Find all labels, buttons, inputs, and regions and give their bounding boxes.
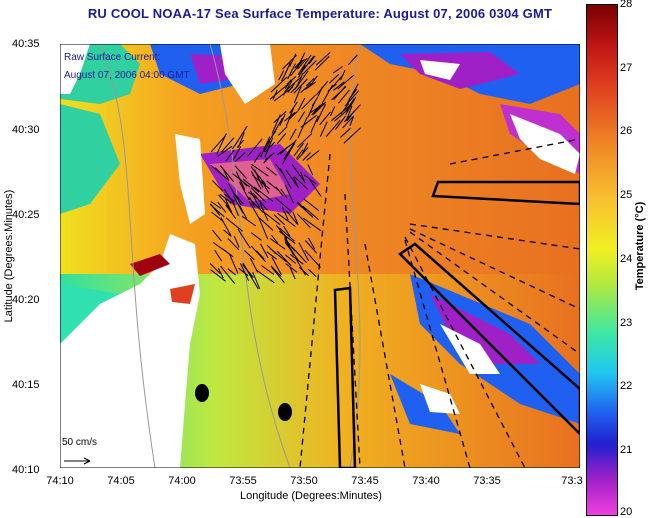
y-tick: 40:20 (12, 294, 40, 306)
colorbar-tick: 26 (620, 125, 633, 137)
x-tick: 73:35 (473, 475, 501, 487)
transect-box-north (431, 180, 580, 206)
colorbar-tick: 25 (620, 189, 633, 201)
y-axis-title: Latitude (Degrees:Minutes) (3, 189, 15, 323)
x-tick: 74:00 (168, 475, 196, 487)
colorbar-tick: 27 (620, 62, 633, 74)
current-vectors (209, 52, 361, 290)
y-tick: 40:30 (12, 124, 40, 136)
colorbar (586, 4, 618, 516)
transect-box-diagonal (398, 242, 580, 436)
colorbar-tick: 20 (620, 506, 633, 518)
colorbar-title: Temperature (°C) (634, 201, 646, 291)
colorbar-tick: 21 (620, 444, 633, 456)
x-tick: 73:40 (412, 475, 440, 487)
colorbar-tick: 23 (620, 317, 633, 329)
current-label: Raw Surface Current: (64, 52, 161, 63)
y-tick: 40:10 (12, 464, 40, 476)
colorbar-tick: 24 (620, 253, 633, 265)
scale-label: 50 cm/s (62, 437, 98, 448)
colorbar-tick: 28 (620, 0, 633, 10)
x-tick: 73:3 (561, 475, 583, 487)
x-axis-title: Longitude (Degrees:Minutes) (240, 490, 382, 502)
x-tick: 73:45 (351, 475, 379, 487)
station-marker (278, 403, 292, 421)
dashed-sector-lines (299, 138, 580, 468)
y-tick: 40:25 (12, 209, 40, 221)
map-overlay (60, 44, 580, 468)
x-tick: 73:50 (290, 475, 318, 487)
colorbar-tick: 22 (620, 380, 633, 392)
x-tick: 73:55 (229, 475, 257, 487)
y-tick: 40:35 (12, 38, 40, 50)
y-tick: 40:15 (12, 379, 40, 391)
transect-box-south (333, 286, 357, 468)
map-title: RU COOL NOAA-17 Sea Surface Temperature:… (87, 6, 553, 21)
x-tick: 74:05 (107, 475, 135, 487)
current-time-label: August 07, 2006 04:00 GMT (64, 70, 190, 81)
station-marker (195, 384, 209, 402)
scale-arrow (64, 457, 91, 465)
x-tick: 74:10 (46, 475, 74, 487)
